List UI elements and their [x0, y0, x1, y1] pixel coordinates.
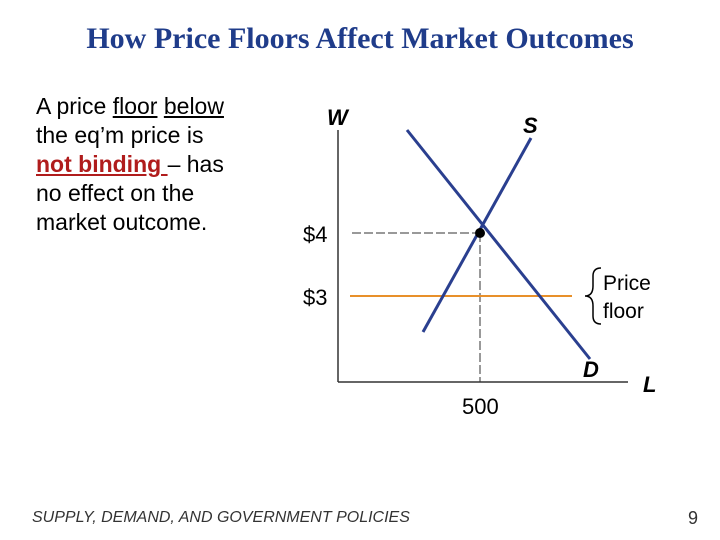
text-not-binding: not binding [36, 151, 168, 177]
equilibrium-point [475, 228, 485, 238]
demand-curve [405, 129, 592, 360]
text-part1: A price [36, 93, 113, 119]
footer-text: SUPPLY, DEMAND, AND GOVERNMENT POLICIES [32, 509, 410, 526]
y-axis-label: W [327, 105, 350, 130]
text-floor-word: floor [112, 93, 158, 119]
slide-title: How Price Floors Affect Market Outcomes [86, 22, 634, 55]
demand-curve-label: D [583, 357, 599, 382]
floor-price-label: $3 [303, 285, 327, 310]
explanation-text: A price floor below the eq’m price is no… [36, 92, 236, 237]
price-floor-brace-icon [584, 267, 602, 325]
x-axis-label: L [643, 372, 656, 397]
text-part3: – has no effect on the market outcome. [36, 151, 224, 235]
supply-curve-label: S [523, 113, 538, 138]
text-part2: the eq’m price is [36, 122, 204, 148]
page-number: 9 [688, 508, 699, 528]
price-floor-annotation-line2: floor [603, 300, 644, 323]
eq-quantity-label: 500 [462, 394, 499, 419]
eq-price-label: $4 [303, 222, 327, 247]
price-floor-annotation-line1: Price [603, 272, 651, 295]
text-below-word: below [163, 93, 224, 119]
